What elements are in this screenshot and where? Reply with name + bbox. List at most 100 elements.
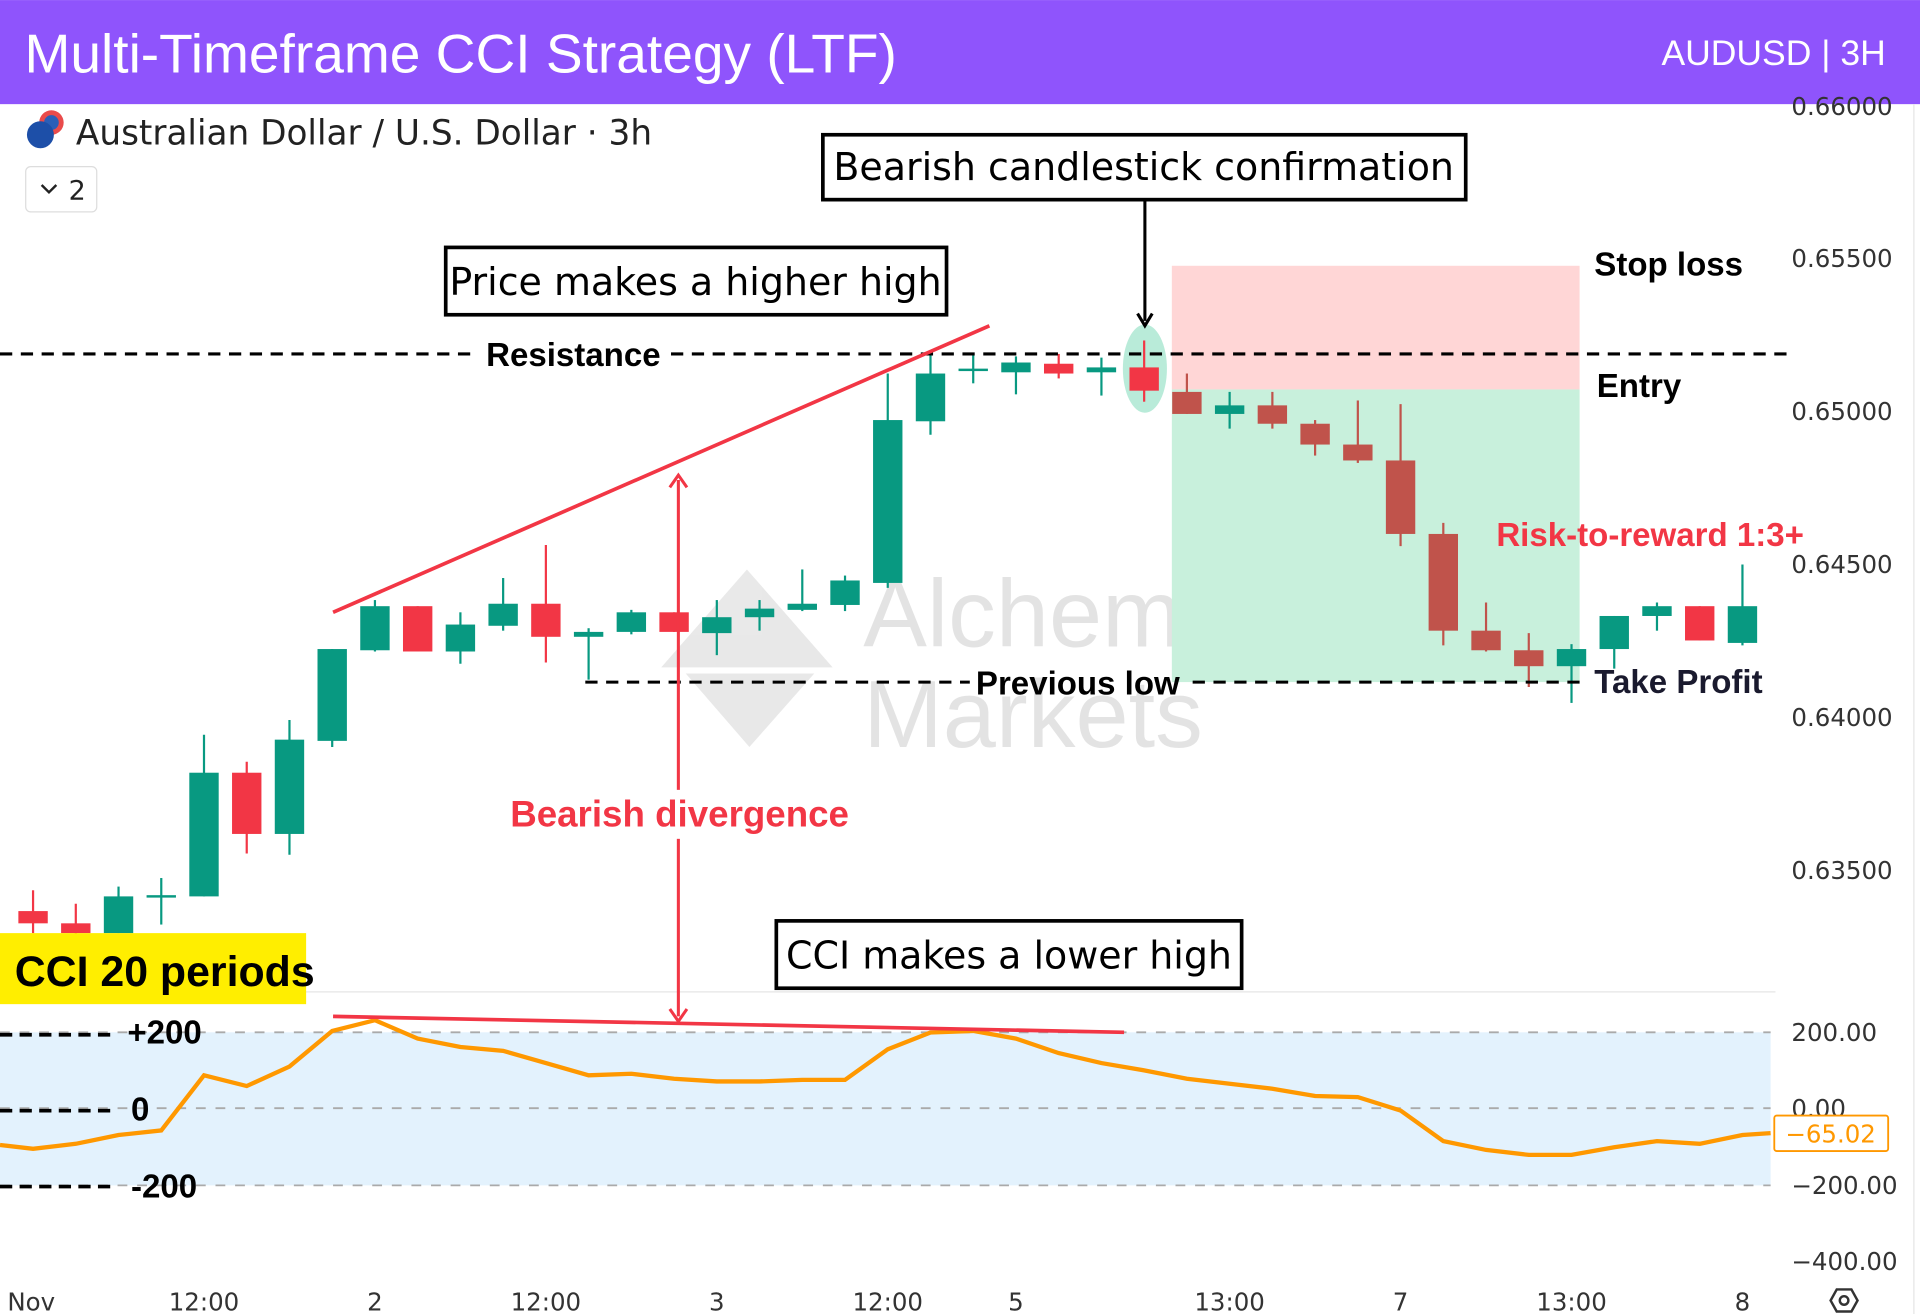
candle: [659, 612, 689, 632]
collapse-indicators-button[interactable]: [25, 165, 98, 213]
price-axis[interactable]: 0.66000 0.65500 0.65000 0.64500 0.64000 …: [1791, 92, 1897, 1276]
candle: [274, 720, 305, 855]
arrow-down-icon: [668, 1008, 689, 1024]
price-higher-high-trendline: [332, 324, 991, 614]
candle-body: [274, 739, 305, 834]
price-tick: 0.64500: [1791, 550, 1892, 579]
candle: [1514, 633, 1544, 687]
candle-body: [744, 608, 775, 618]
candle: [1086, 357, 1117, 396]
candle-body: [232, 772, 262, 834]
candle: [958, 355, 988, 384]
candle-body: [1471, 630, 1501, 651]
time-tick: 3: [709, 1287, 725, 1314]
candle: [1172, 373, 1202, 414]
candle-body: [189, 772, 219, 897]
price-tick: 0.65000: [1791, 397, 1892, 426]
candle: [1428, 522, 1458, 646]
settings-icon[interactable]: [1829, 1288, 1859, 1313]
confirmation-text: Bearish candlestick confirmation: [833, 145, 1454, 189]
aud-usd-flag-icon: [26, 110, 64, 149]
cci-lower-high-callout: [774, 919, 1244, 991]
candle-body: [915, 373, 946, 422]
candle: [744, 600, 775, 631]
candle-body: [402, 606, 433, 652]
candle-body: [1385, 460, 1416, 534]
candle: [445, 612, 476, 664]
candle-body: [317, 649, 347, 741]
candle-body: [1300, 423, 1330, 445]
stop-loss-label: Stop loss: [1594, 247, 1743, 284]
candle: [1214, 391, 1245, 429]
candle-body: [61, 923, 91, 934]
candle: [1642, 602, 1672, 631]
time-tick: 13:00: [1194, 1287, 1265, 1314]
candle: [189, 734, 219, 897]
time-tick: 13:00: [1536, 1287, 1607, 1314]
confirmation-callout: [821, 132, 1468, 202]
resistance-label: Resistance: [486, 337, 661, 374]
candle: [360, 600, 390, 652]
candle: [1385, 404, 1416, 547]
candle-body: [573, 631, 604, 637]
candle: [1343, 400, 1373, 463]
time-tick: 2: [367, 1287, 383, 1314]
collapse-count: 2: [69, 176, 86, 207]
candle-body: [1001, 362, 1031, 373]
time-tick: 5: [1008, 1287, 1024, 1314]
cci-tick: 200.00: [1791, 1018, 1877, 1047]
chevron-down-icon: [40, 184, 58, 195]
time-tick: 12:00: [511, 1287, 582, 1314]
candle: [787, 569, 817, 612]
higher-high-text: Price makes a higher high: [449, 260, 941, 304]
watermark-text-2: Markets: [863, 662, 1203, 768]
price-tick: 0.65500: [1791, 244, 1892, 273]
candle-body: [445, 624, 476, 652]
divergence-label: Bearish divergence: [510, 794, 849, 835]
candle-body: [1428, 533, 1458, 631]
take-profit-label: Take Profit: [1594, 664, 1762, 701]
cci-lower-high-text: CCI makes a lower high: [786, 934, 1232, 978]
candle-body: [1257, 405, 1288, 424]
cci-zero-label: 0: [131, 1091, 149, 1128]
candle-body: [531, 603, 561, 637]
cci-tick: −400.00: [1791, 1247, 1897, 1276]
price-tick: 0.64000: [1791, 703, 1892, 732]
symbol-timeframe: AUDUSD | 3H: [1661, 33, 1885, 73]
candle-body: [18, 911, 48, 924]
candle: [1300, 420, 1330, 456]
cci-plus200-label: +200: [127, 1014, 201, 1051]
candle: [1044, 353, 1074, 379]
take-profit-zone: [1171, 389, 1580, 683]
candle: [1001, 356, 1031, 395]
candle-body: [1727, 606, 1758, 643]
candle-body: [1129, 367, 1159, 391]
candle: [616, 609, 647, 635]
candle-body: [787, 603, 817, 610]
cci-tick: −200.00: [1791, 1171, 1897, 1200]
cci-minus200-label: -200: [131, 1169, 197, 1206]
candle-body: [1343, 444, 1373, 461]
candle-body: [103, 896, 134, 934]
candle-body: [659, 612, 689, 632]
candle: [146, 878, 176, 925]
time-axis[interactable]: Nov 12:00 2 12:00 3 12:00 5 13:00 7 13:00 8: [7, 1287, 1750, 1314]
candle: [1685, 606, 1715, 641]
price-tick: 0.66000: [1791, 92, 1892, 121]
candle: [317, 649, 347, 747]
risk-reward-label: Risk-to-reward 1:3+: [1496, 517, 1804, 554]
header-bar: [0, 0, 1920, 105]
candle: [1556, 644, 1587, 703]
candle-body: [1172, 391, 1202, 414]
cci-label-badge: [0, 933, 307, 1005]
arrow-down-icon: [1136, 312, 1154, 329]
time-tick: 8: [1735, 1287, 1751, 1314]
higher-high-callout: [443, 245, 949, 317]
candle: [573, 628, 604, 680]
time-tick: 12:00: [852, 1287, 923, 1314]
cci-label: CCI 20 periods: [15, 948, 315, 996]
page-title: Multi-Timeframe CCI Strategy (LTF): [24, 22, 896, 84]
time-tick: 12:00: [169, 1287, 240, 1314]
previous-low-label: Previous low: [976, 665, 1180, 702]
